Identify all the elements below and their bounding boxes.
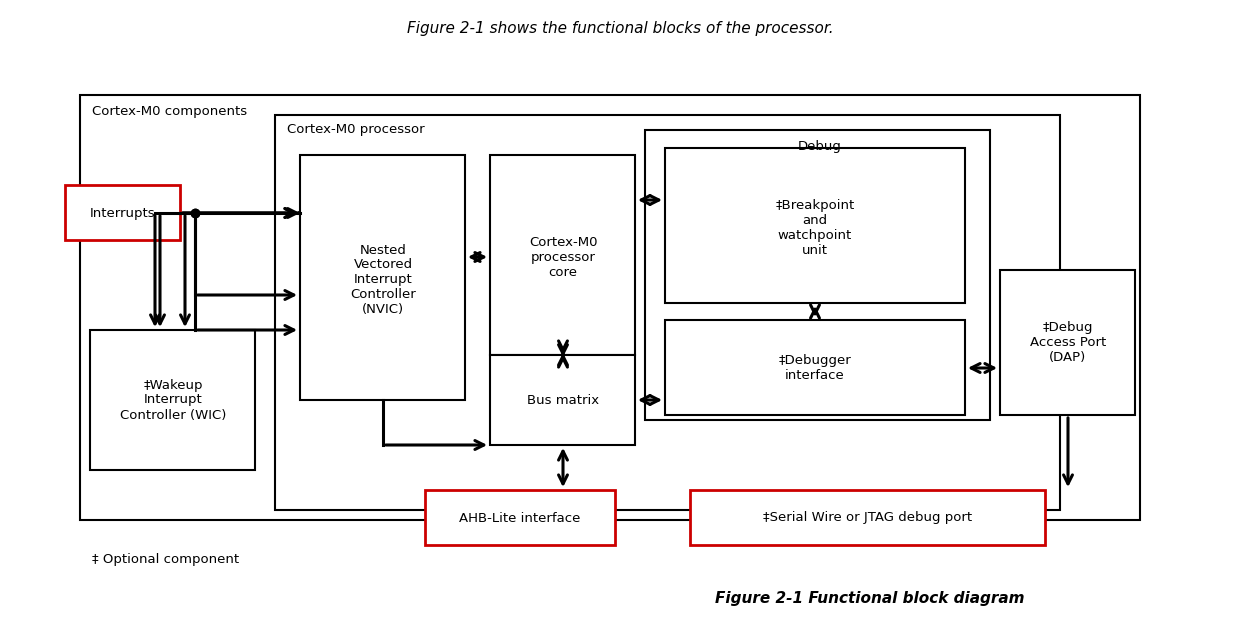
Bar [690,490,1045,545]
Text: ‡Breakpoint
and
watchpoint
unit: ‡Breakpoint and watchpoint unit [776,199,855,257]
Text: Cortex-M0 components: Cortex-M0 components [92,105,247,118]
Bar [645,130,990,420]
Text: Cortex-M0
processor
core: Cortex-M0 processor core [529,236,597,278]
Text: Nested
Vectored
Interrupt
Controller
(NVIC): Nested Vectored Interrupt Controller (NV… [350,244,416,316]
Text: ‡Wakeup
Interrupt
Controller (WIC): ‡Wakeup Interrupt Controller (WIC) [120,378,226,422]
Text: Interrupts: Interrupts [91,206,156,219]
Bar [490,155,635,355]
Bar [276,115,1060,510]
Bar [665,148,965,303]
Bar [665,320,965,415]
Text: ‡ Optional component: ‡ Optional component [92,554,240,567]
Text: AHB-Lite interface: AHB-Lite interface [459,512,581,525]
Bar [300,155,465,400]
Text: Figure 2-1 shows the functional blocks of the processor.: Figure 2-1 shows the functional blocks o… [407,20,833,35]
Bar [91,330,254,470]
Text: ‡Debugger
interface: ‡Debugger interface [778,354,851,382]
Text: ‡Serial Wire or JTAG debug port: ‡Serial Wire or JTAG debug port [763,512,973,525]
Text: ‡Debug
Access Port
(DAP): ‡Debug Access Port (DAP) [1030,322,1106,365]
Bar [1000,270,1136,415]
Text: Cortex-M0 processor: Cortex-M0 processor [287,123,424,136]
Bar [490,355,635,445]
Text: Bus matrix: Bus matrix [527,394,599,407]
Bar [65,185,180,240]
Bar [79,95,1140,520]
Text: Debug: Debug [798,140,841,153]
Text: Figure 2-1 Functional block diagram: Figure 2-1 Functional block diagram [715,590,1025,606]
Bar [424,490,616,545]
